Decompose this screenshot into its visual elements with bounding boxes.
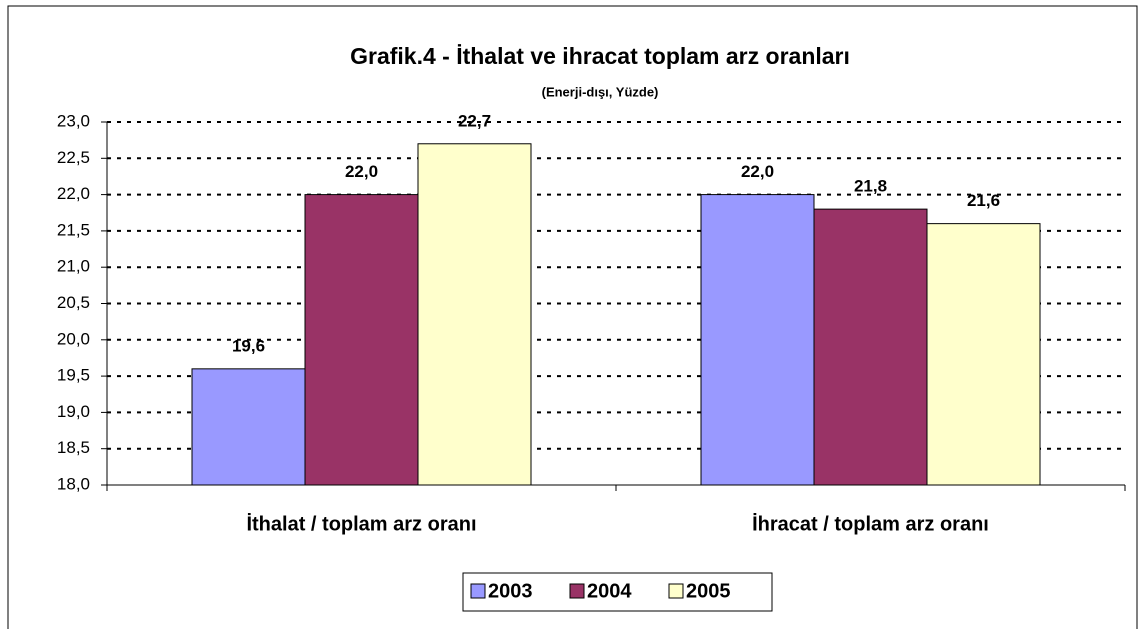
bar <box>304 194 419 486</box>
chart-subtitle: (Enerji-dışı, Yüzde) <box>542 84 659 99</box>
y-tick-label: 19,0 <box>57 402 90 421</box>
chart-title: Grafik.4 - İthalat ve ihracat toplam arz… <box>350 43 850 69</box>
legend-label: 2004 <box>587 580 632 602</box>
y-tick-label: 18,0 <box>57 474 90 493</box>
y-tick-label: 20,0 <box>57 329 90 348</box>
legend-label: 2005 <box>686 580 731 602</box>
bar <box>813 208 928 486</box>
legend-swatch <box>470 583 486 599</box>
legend-label: 2003 <box>488 580 533 602</box>
bar <box>926 223 1041 486</box>
value-label: 19,6 <box>232 336 265 355</box>
y-tick-label: 22,5 <box>57 148 90 167</box>
y-tick-label: 21,5 <box>57 220 90 239</box>
value-label: 22,0 <box>741 162 774 181</box>
bar <box>191 368 306 486</box>
value-label: 22,7 <box>458 111 491 130</box>
bar <box>700 194 815 486</box>
y-tick-label: 21,0 <box>57 257 90 276</box>
legend-box <box>462 572 773 612</box>
legend-swatch <box>569 583 585 599</box>
legend-swatch <box>668 583 684 599</box>
value-label: 21,6 <box>967 191 1000 210</box>
y-tick-label: 19,5 <box>57 366 90 385</box>
y-tick-label: 22,0 <box>57 184 90 203</box>
y-tick-label: 23,0 <box>57 111 90 130</box>
x-tick-label: İthalat / toplam arz oranı <box>246 512 476 535</box>
value-label: 22,0 <box>345 162 378 181</box>
y-tick-label: 18,5 <box>57 438 90 457</box>
bar <box>417 143 532 486</box>
y-tick-label: 20,5 <box>57 293 90 312</box>
x-tick-label: İhracat / toplam arz oranı <box>752 512 989 535</box>
value-label: 21,8 <box>854 177 887 196</box>
